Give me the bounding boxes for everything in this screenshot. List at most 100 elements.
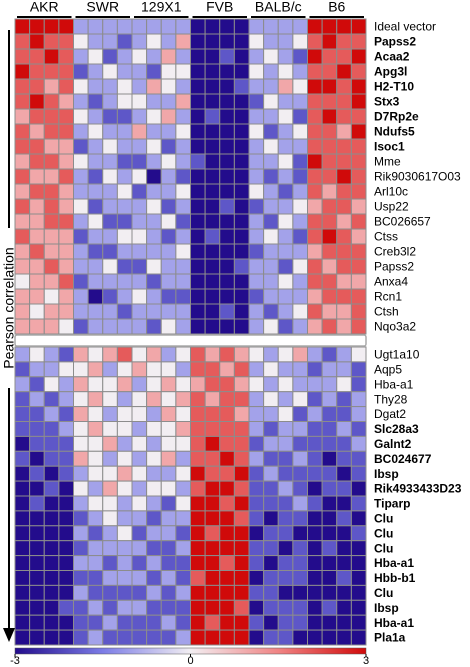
row-label: Ibsp: [374, 467, 399, 481]
heatmap-cell: [175, 510, 191, 527]
heatmap-cell: [321, 93, 338, 110]
heatmap-cell: [263, 346, 279, 363]
heatmap-cell: [58, 421, 74, 437]
heatmap-cell: [248, 480, 265, 497]
heatmap-cell: [131, 198, 148, 215]
heatmap-cell: [14, 599, 31, 616]
heatmap-cell: [102, 510, 118, 527]
heatmap-cell: [116, 198, 133, 215]
heatmap-cell: [160, 153, 177, 170]
heatmap-cell: [263, 183, 279, 200]
heatmap-cell: [29, 183, 45, 200]
heatmap-cell: [248, 183, 265, 200]
row-label: Clu: [374, 526, 393, 540]
heatmap-cell: [102, 391, 118, 408]
heatmap-cell: [277, 213, 294, 230]
heatmap-cell: [73, 480, 89, 497]
row-label: Clu: [374, 541, 393, 555]
heatmap-cell: [277, 584, 294, 601]
heatmap-cell: [87, 510, 104, 527]
heatmap-cell: [292, 288, 308, 305]
heatmap-cell: [219, 614, 235, 631]
heatmap-cell: [219, 391, 235, 408]
heatmap-cell: [160, 421, 177, 437]
heatmap-cell: [277, 138, 294, 155]
row-label: Hba-a1: [374, 377, 414, 391]
row-label: Papss2: [374, 260, 414, 274]
heatmap-cell: [233, 435, 250, 452]
heatmap-cell: [350, 228, 367, 245]
heatmap-cell: [102, 599, 118, 616]
heatmap-cell: [131, 93, 148, 110]
heatmap-cell: [277, 153, 294, 170]
heatmap-cell: [219, 570, 235, 586]
heatmap-cell: [204, 33, 221, 50]
heatmap-cell: [73, 346, 89, 363]
row-label: Tiparp: [374, 497, 410, 511]
heatmap-cell: [336, 63, 352, 80]
heatmap-cell: [336, 465, 352, 482]
row-label: Acaa2: [374, 50, 410, 64]
heatmap-cell: [233, 258, 250, 275]
heatmap-cell: [116, 273, 133, 290]
heatmap-cell: [248, 33, 265, 50]
heatmap-cell: [14, 108, 31, 125]
heatmap-cell: [248, 243, 265, 260]
heatmap-cell: [131, 570, 148, 586]
heatmap-cell: [73, 540, 89, 557]
heatmap-cell: [29, 555, 45, 571]
heatmap-cell: [131, 48, 148, 65]
heatmap-cell: [43, 570, 60, 586]
heatmap-cell: [116, 525, 133, 542]
heatmap-cell: [277, 450, 294, 467]
heatmap-cell: [219, 288, 235, 305]
heatmap-cell: [102, 93, 118, 110]
heatmap-cell: [321, 303, 338, 320]
heatmap-cell: [307, 183, 323, 200]
heatmap-cell: [87, 318, 104, 335]
heatmap-cell: [190, 510, 206, 527]
heatmap-cell: [146, 480, 162, 497]
heatmap-cell: [248, 108, 265, 125]
heatmap-cell: [43, 406, 60, 423]
heatmap-cell: [204, 78, 221, 95]
heatmap-cell: [233, 510, 250, 527]
heatmap-cell: [14, 346, 31, 363]
heatmap-cell: [263, 584, 279, 601]
heatmap-cell: [263, 123, 279, 140]
heatmap-cell: [102, 213, 118, 230]
heatmap-cell: [190, 391, 206, 408]
heatmap-cell: [307, 614, 323, 631]
row-label: Thy28: [374, 392, 408, 406]
row-label: Mme: [374, 155, 401, 169]
heatmap-cell: [204, 391, 221, 408]
heatmap-cell: [87, 406, 104, 423]
heatmap-cell: [336, 108, 352, 125]
heatmap-cell: [219, 93, 235, 110]
heatmap-cell: [29, 288, 45, 305]
heatmap-cell: [58, 510, 74, 527]
heatmap-cell: [263, 78, 279, 95]
heatmap-cell: [73, 78, 89, 95]
heatmap-cell: [350, 406, 367, 423]
heatmap-cell: [277, 540, 294, 557]
heatmap-cell: [14, 48, 31, 65]
heatmap-cell: [146, 198, 162, 215]
heatmap-cell: [116, 570, 133, 586]
heatmap-cell: [14, 450, 31, 467]
heatmap-cell: [190, 93, 206, 110]
heatmap-cell: [204, 153, 221, 170]
heatmap-cell: [248, 525, 265, 542]
heatmap-cell: [350, 303, 367, 320]
heatmap-cell: [263, 63, 279, 80]
heatmap-cell: [14, 183, 31, 200]
heatmap-cell: [116, 406, 133, 423]
heatmap-cell: [292, 599, 308, 616]
heatmap-cell: [73, 168, 89, 185]
heatmap-cell: [277, 629, 294, 646]
heatmap-cell: [204, 303, 221, 320]
heatmap-cell: [292, 421, 308, 437]
heatmap-cell: [204, 495, 221, 512]
heatmap-cell: [43, 303, 60, 320]
heatmap-cell: [336, 376, 352, 393]
